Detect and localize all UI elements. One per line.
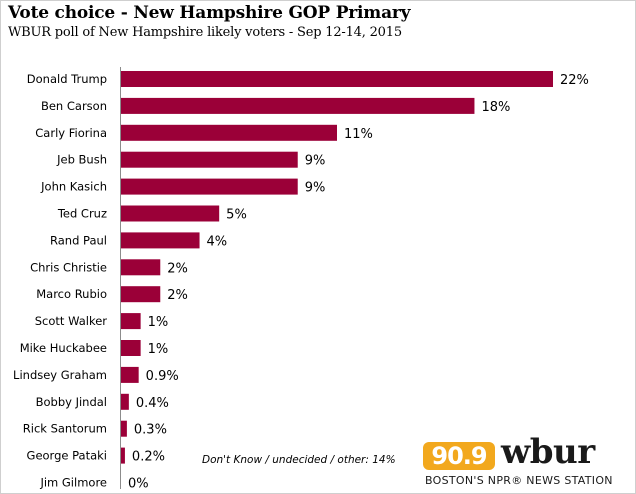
bar-scott-walker: [121, 313, 141, 330]
value-label-lindsey-graham: 0.9%: [146, 369, 179, 384]
value-label-jeb-bush: 9%: [305, 154, 326, 169]
logo-tagline: BOSTON'S NPR® NEWS STATION: [425, 474, 613, 487]
value-label-rick-santorum: 0.3%: [134, 423, 167, 438]
category-label-donald-trump: Donald Trump: [27, 72, 107, 86]
bar-jeb-bush: [121, 151, 298, 168]
logo-badge: [423, 442, 495, 470]
category-label-chris-christie: Chris Christie: [30, 260, 107, 274]
value-label-mike-huckabee: 1%: [148, 342, 169, 357]
value-label-scott-walker: 1%: [148, 315, 169, 330]
bar-ted-cruz: [121, 205, 220, 222]
bar-ben-carson: [121, 97, 475, 114]
category-label-bobby-jindal: Bobby Jindal: [36, 395, 107, 409]
bar-rand-paul: [121, 232, 200, 249]
undecided-annotation: Don't Know / undecided / other: 14%: [202, 454, 396, 466]
category-label-jim-gilmore: Jim Gilmore: [39, 476, 107, 490]
logo-frequency: 90.9: [431, 442, 487, 470]
category-label-carly-fiorina: Carly Fiorina: [35, 126, 107, 140]
bar-donald-trump: [121, 71, 553, 87]
bar-bobby-jindal: [121, 393, 129, 410]
value-label-chris-christie: 2%: [167, 261, 188, 276]
category-label-scott-walker: Scott Walker: [35, 314, 108, 328]
value-label-carly-fiorina: 11%: [344, 127, 373, 142]
category-label-marco-rubio: Marco Rubio: [36, 287, 107, 301]
wbur-logo: 90.9 wbur BOSTON'S NPR® NEWS STATION: [423, 432, 628, 490]
bar-marco-rubio: [121, 286, 161, 303]
category-label-ted-cruz: Ted Cruz: [57, 207, 107, 221]
category-label-lindsey-graham: Lindsey Graham: [13, 368, 107, 382]
value-label-rand-paul: 4%: [207, 234, 228, 249]
value-label-bobby-jindal: 0.4%: [136, 396, 169, 411]
category-label-jeb-bush: Jeb Bush: [56, 153, 107, 167]
value-label-ted-cruz: 5%: [226, 208, 247, 223]
bar-george-pataki: [121, 447, 125, 464]
category-label-mike-huckabee: Mike Huckabee: [20, 341, 107, 355]
category-label-george-pataki: George Pataki: [27, 449, 107, 463]
bar-mike-huckabee: [121, 340, 141, 356]
logo-name: wbur: [501, 432, 595, 472]
value-label-ben-carson: 18%: [481, 100, 510, 115]
bar-john-kasich: [121, 178, 298, 195]
value-label-jim-gilmore: 0%: [128, 477, 149, 492]
value-label-george-pataki: 0.2%: [132, 450, 165, 465]
chart-subtitle: WBUR poll of New Hampshire likely voters…: [8, 25, 402, 40]
bar-lindsey-graham: [121, 366, 139, 383]
bar-carly-fiorina: [121, 124, 337, 141]
category-label-rick-santorum: Rick Santorum: [23, 422, 107, 436]
category-label-john-kasich: John Kasich: [40, 180, 107, 194]
bar-chris-christie: [121, 259, 161, 276]
value-label-marco-rubio: 2%: [167, 288, 188, 303]
bar-rick-santorum: [121, 420, 127, 437]
value-label-donald-trump: 22%: [560, 73, 589, 88]
chart-title: Vote choice - New Hampshire GOP Primary: [8, 3, 411, 23]
category-label-rand-paul: Rand Paul: [50, 233, 107, 247]
category-label-ben-carson: Ben Carson: [41, 99, 107, 113]
value-label-john-kasich: 9%: [305, 181, 326, 196]
bars-group: Donald Trump 22% Ben Carson 18% Carly Fiorin…: [13, 71, 589, 492]
